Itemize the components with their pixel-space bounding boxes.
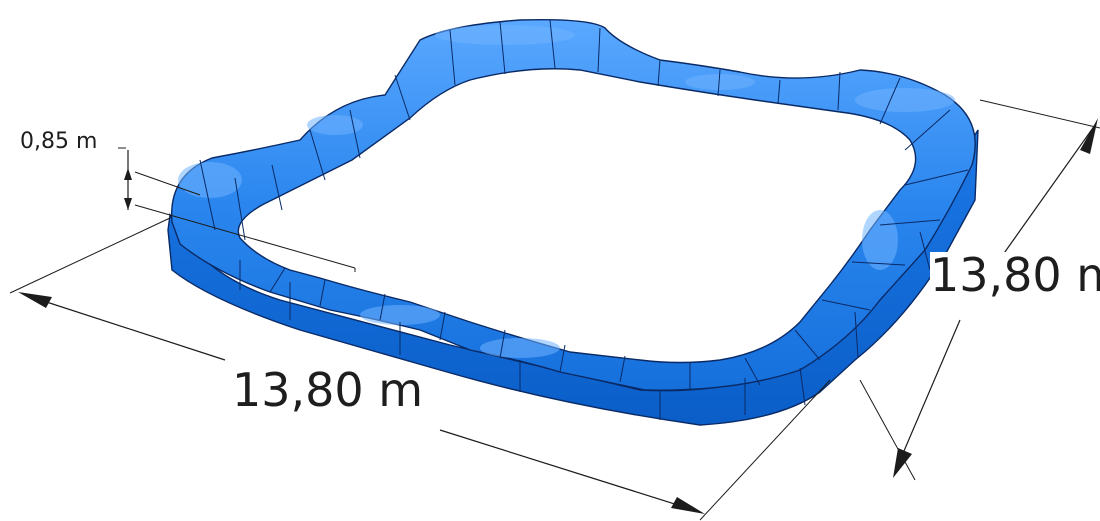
width-arrow-right	[671, 497, 705, 514]
height-dimension	[118, 147, 356, 272]
depth-arrow-bottom	[893, 448, 912, 478]
track-top-surface	[170, 18, 976, 391]
track-segment-lines	[199, 19, 969, 420]
width-dimension	[9, 217, 831, 521]
height-arrow-top	[124, 168, 132, 180]
track-bumps	[178, 25, 955, 358]
height-label: 0,85 m	[20, 129, 98, 154]
depth-arrow-top	[1080, 118, 1098, 154]
height-arrow-bottom	[124, 198, 132, 210]
depth-dimension	[859, 99, 1100, 481]
depth-label: 13,80 m	[930, 252, 1100, 298]
width-arrow-left	[18, 292, 52, 308]
track-body	[167, 18, 979, 426]
width-label: 13,80 m	[232, 363, 424, 417]
